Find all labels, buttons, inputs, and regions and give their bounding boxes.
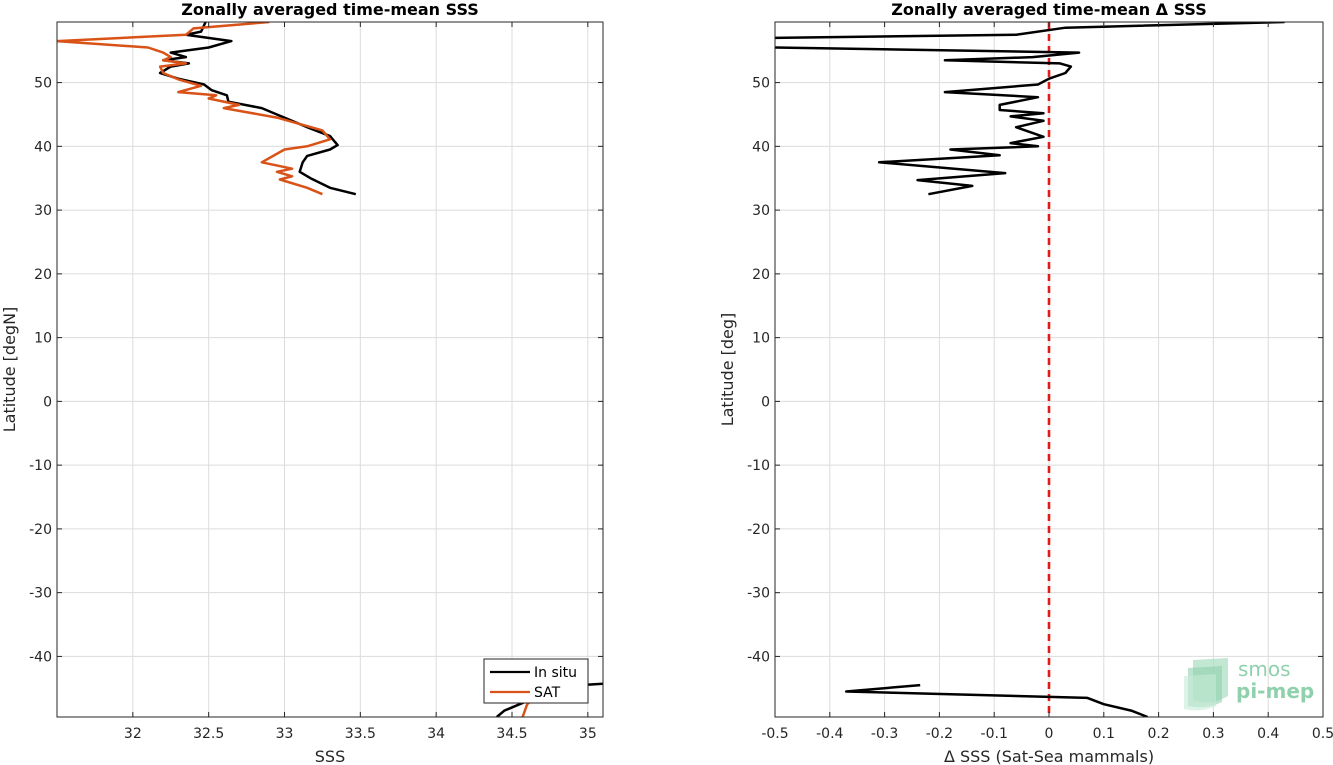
y-axis-label: Latitude [deg] [718,313,737,427]
y-tick-label: -10 [29,458,52,474]
series-line-delta-sss-segment-1 [775,46,1081,196]
legend-label-in-situ: In situ [534,665,577,681]
y-tick-label: 20 [34,267,52,283]
series-line-delta-sss-segment-2 [844,683,1149,717]
x-tick-label: 0.3 [1202,726,1224,742]
y-tick-label: -10 [747,458,770,474]
y-tick-label: -20 [747,522,770,538]
y-tick-label: 0 [761,394,770,410]
y-tick-label: 40 [752,139,770,155]
y-tick-label: -40 [29,649,52,665]
series-line-sat-segment-0 [57,22,332,196]
legend-label-sat: SAT [534,685,561,701]
x-tick-label: -0.1 [981,726,1008,742]
x-tick-label: 0.5 [1312,726,1333,742]
smos-pi-mep-logo: smos pi-mep [1184,657,1314,711]
y-tick-label: -30 [747,586,770,602]
series-line-delta-sss-segment-0 [775,22,1285,40]
y-tick-label: 30 [752,203,770,219]
x-tick-label: 33.5 [345,726,376,742]
x-axis-label: Δ SSS (Sat-Sea mammals) [944,747,1154,765]
chart-title: Zonally averaged time-mean SSS [181,0,479,19]
y-tick-label: 10 [34,331,52,347]
series-line-in-situ-segment-0 [158,22,357,196]
logo-text-pi-mep: pi-mep [1236,679,1314,703]
y-tick-label: 10 [752,331,770,347]
y-tick-label: 0 [43,394,52,410]
x-tick-label: 0.2 [1147,726,1169,742]
logo-text-smos: smos [1238,657,1291,681]
chart-title: Zonally averaged time-mean Δ SSS [891,0,1207,19]
y-tick-label: -40 [747,649,770,665]
x-tick-label: -0.4 [816,726,843,742]
x-tick-label: 0.4 [1257,726,1279,742]
legend: In situ SAT [483,658,589,704]
x-tick-label: -0.2 [926,726,953,742]
y-tick-label: -20 [29,522,52,538]
x-tick-label: 0.1 [1093,726,1115,742]
x-tick-label: 34.5 [496,726,527,742]
y-tick-label: -30 [29,586,52,602]
y-tick-label: 20 [752,267,770,283]
x-tick-label: -0.5 [761,726,788,742]
x-tick-label: -0.3 [871,726,898,742]
y-tick-label: 40 [34,139,52,155]
x-tick-label: 32.5 [193,726,224,742]
x-tick-label: 0 [1045,726,1054,742]
y-tick-label: 50 [752,76,770,92]
x-tick-label: 32 [124,726,142,742]
axes-box [56,21,604,718]
legend-box [483,658,589,704]
x-tick-label: 34 [427,726,445,742]
y-tick-label: 30 [34,203,52,219]
y-axis-label: Latitude [degN] [0,307,19,433]
x-tick-label: 35 [579,726,597,742]
left-panel: 32 32.5 33 33.5 34 34.5 35 -40 -30 -20 -10 0 10 20 30 4… [0,0,604,765]
logo-waves-icon [1184,658,1228,711]
y-tick-label: 50 [34,76,52,92]
x-tick-label: 33 [276,726,294,742]
x-axis-label: SSS [315,747,345,765]
right-panel: -0.5 -0.4 -0.3 -0.2 -0.1 0 0.1 0.2 0.3 0.4 0.5 -40 -… [718,0,1333,765]
